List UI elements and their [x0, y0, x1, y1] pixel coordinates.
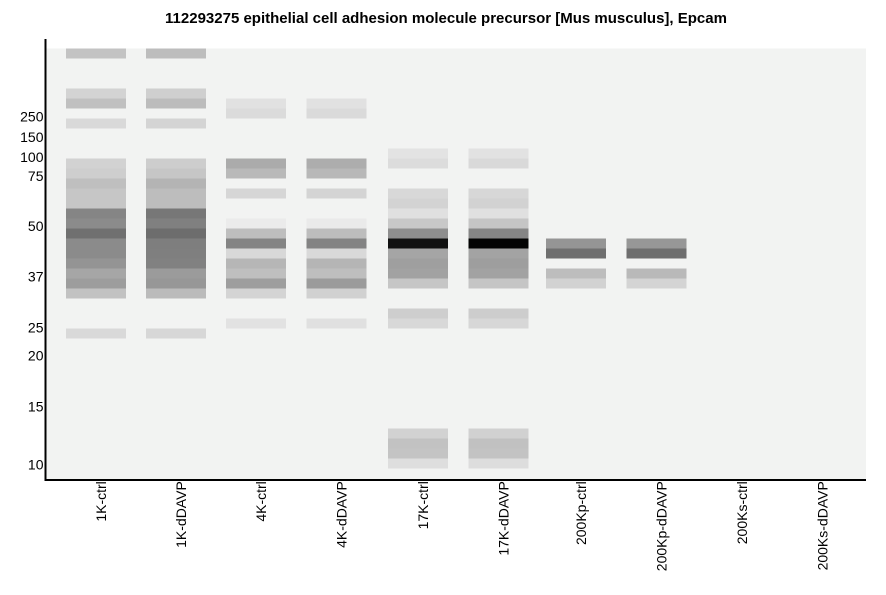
svg-text:1K-ctrl: 1K-ctrl	[93, 481, 109, 521]
svg-text:75: 75	[28, 168, 44, 184]
svg-text:4K-ctrl: 4K-ctrl	[253, 481, 269, 521]
svg-text:250: 250	[20, 109, 44, 125]
svg-text:100: 100	[20, 149, 44, 165]
svg-text:17K-ctrl: 17K-ctrl	[415, 481, 431, 529]
svg-text:37: 37	[28, 269, 44, 285]
svg-text:25: 25	[28, 320, 44, 336]
svg-text:10: 10	[28, 456, 44, 472]
svg-text:4K-dDAVP: 4K-dDAVP	[334, 481, 350, 548]
svg-text:15: 15	[28, 399, 44, 415]
svg-text:200Ks-dDAVP: 200Ks-dDAVP	[815, 481, 831, 570]
svg-text:200Ks-ctrl: 200Ks-ctrl	[734, 481, 750, 544]
svg-text:200Kp-dDAVP: 200Kp-dDAVP	[654, 481, 670, 571]
svg-text:50: 50	[28, 218, 44, 234]
svg-text:200Kp-ctrl: 200Kp-ctrl	[573, 481, 589, 545]
svg-text:150: 150	[20, 129, 44, 145]
svg-text:17K-dDAVP: 17K-dDAVP	[495, 481, 511, 555]
svg-text:1K-dDAVP: 1K-dDAVP	[173, 481, 189, 548]
svg-text:20: 20	[28, 348, 44, 364]
